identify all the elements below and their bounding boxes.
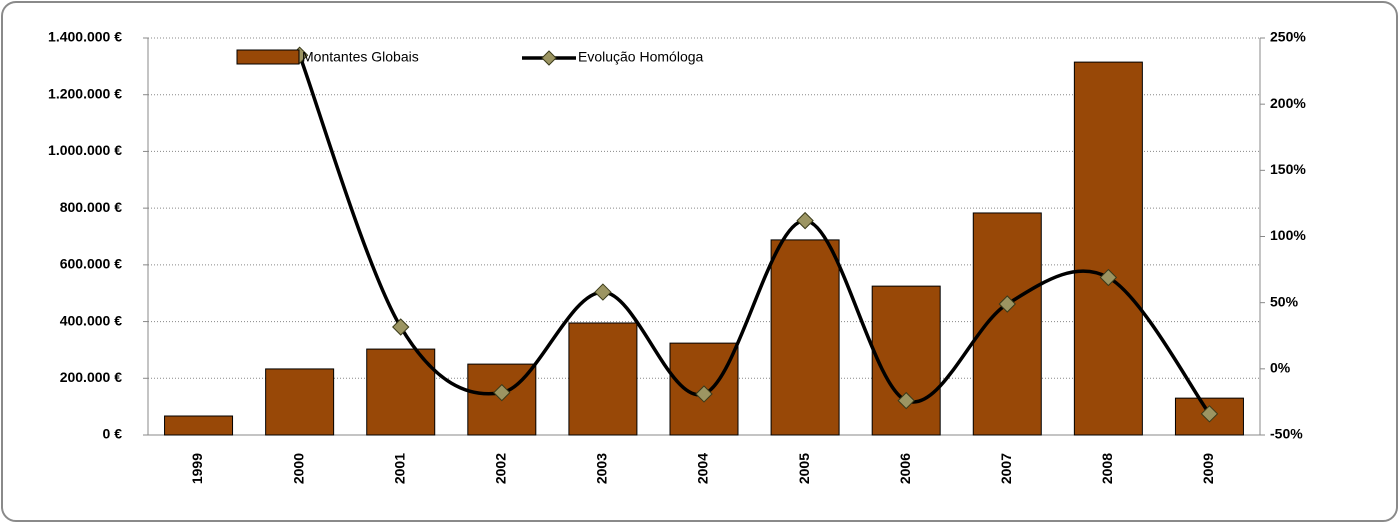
y-tick-label: 200.000 € <box>60 369 122 385</box>
x-tick-label: 2000 <box>290 453 306 484</box>
x-tick-label: 2008 <box>1099 453 1115 484</box>
bar <box>366 348 436 436</box>
y-tick-label: 1.000.000 € <box>48 142 122 158</box>
marker <box>493 383 511 402</box>
bar <box>770 239 840 436</box>
y2-tick-label: 150% <box>1270 161 1306 177</box>
marker <box>1200 405 1219 423</box>
y-tick-label: 600.000 € <box>60 256 122 272</box>
bar <box>265 368 335 436</box>
x-tick-label: 1999 <box>189 453 205 484</box>
y2-tick-label: 250% <box>1270 29 1306 45</box>
legend-swatch <box>236 49 300 65</box>
x-tick-label: 2003 <box>594 453 610 484</box>
marker <box>796 211 814 230</box>
y2-tick-label: 50% <box>1270 293 1299 309</box>
marker <box>594 283 612 301</box>
marker <box>897 391 915 410</box>
bar <box>568 322 638 436</box>
y2-tick-label: -50% <box>1270 426 1303 442</box>
bar <box>1073 61 1143 436</box>
y2-tick-label: 100% <box>1270 227 1306 243</box>
x-tick-label: 2004 <box>695 453 711 484</box>
y-tick-label: 400.000 € <box>60 312 122 328</box>
bar <box>871 285 941 436</box>
x-tick-label: 2009 <box>1200 453 1216 484</box>
x-tick-label: 2005 <box>796 453 812 484</box>
x-tick-label: 2006 <box>897 453 913 484</box>
legend-label: Evolução Homóloga <box>578 49 704 65</box>
y-tick-label: 800.000 € <box>60 199 122 215</box>
x-tick-label: 2002 <box>493 453 509 484</box>
y2-tick-label: 0% <box>1270 360 1291 376</box>
marker <box>695 385 713 403</box>
x-tick-label: 2007 <box>998 453 1014 484</box>
bar <box>164 415 234 436</box>
x-tick-label: 2001 <box>391 453 407 484</box>
marker <box>392 318 410 336</box>
y-tick-label: 1.200.000 € <box>48 85 122 101</box>
legend-label: Montantes Globais <box>302 49 419 65</box>
legend-marker <box>541 50 557 66</box>
marker <box>1099 268 1118 287</box>
line <box>297 54 1211 415</box>
y-tick-label: 1.400.000 € <box>48 29 122 45</box>
y-tick-label: 0 € <box>103 426 123 442</box>
y2-tick-label: 200% <box>1270 95 1306 111</box>
marker <box>998 295 1016 313</box>
bar <box>972 212 1042 436</box>
